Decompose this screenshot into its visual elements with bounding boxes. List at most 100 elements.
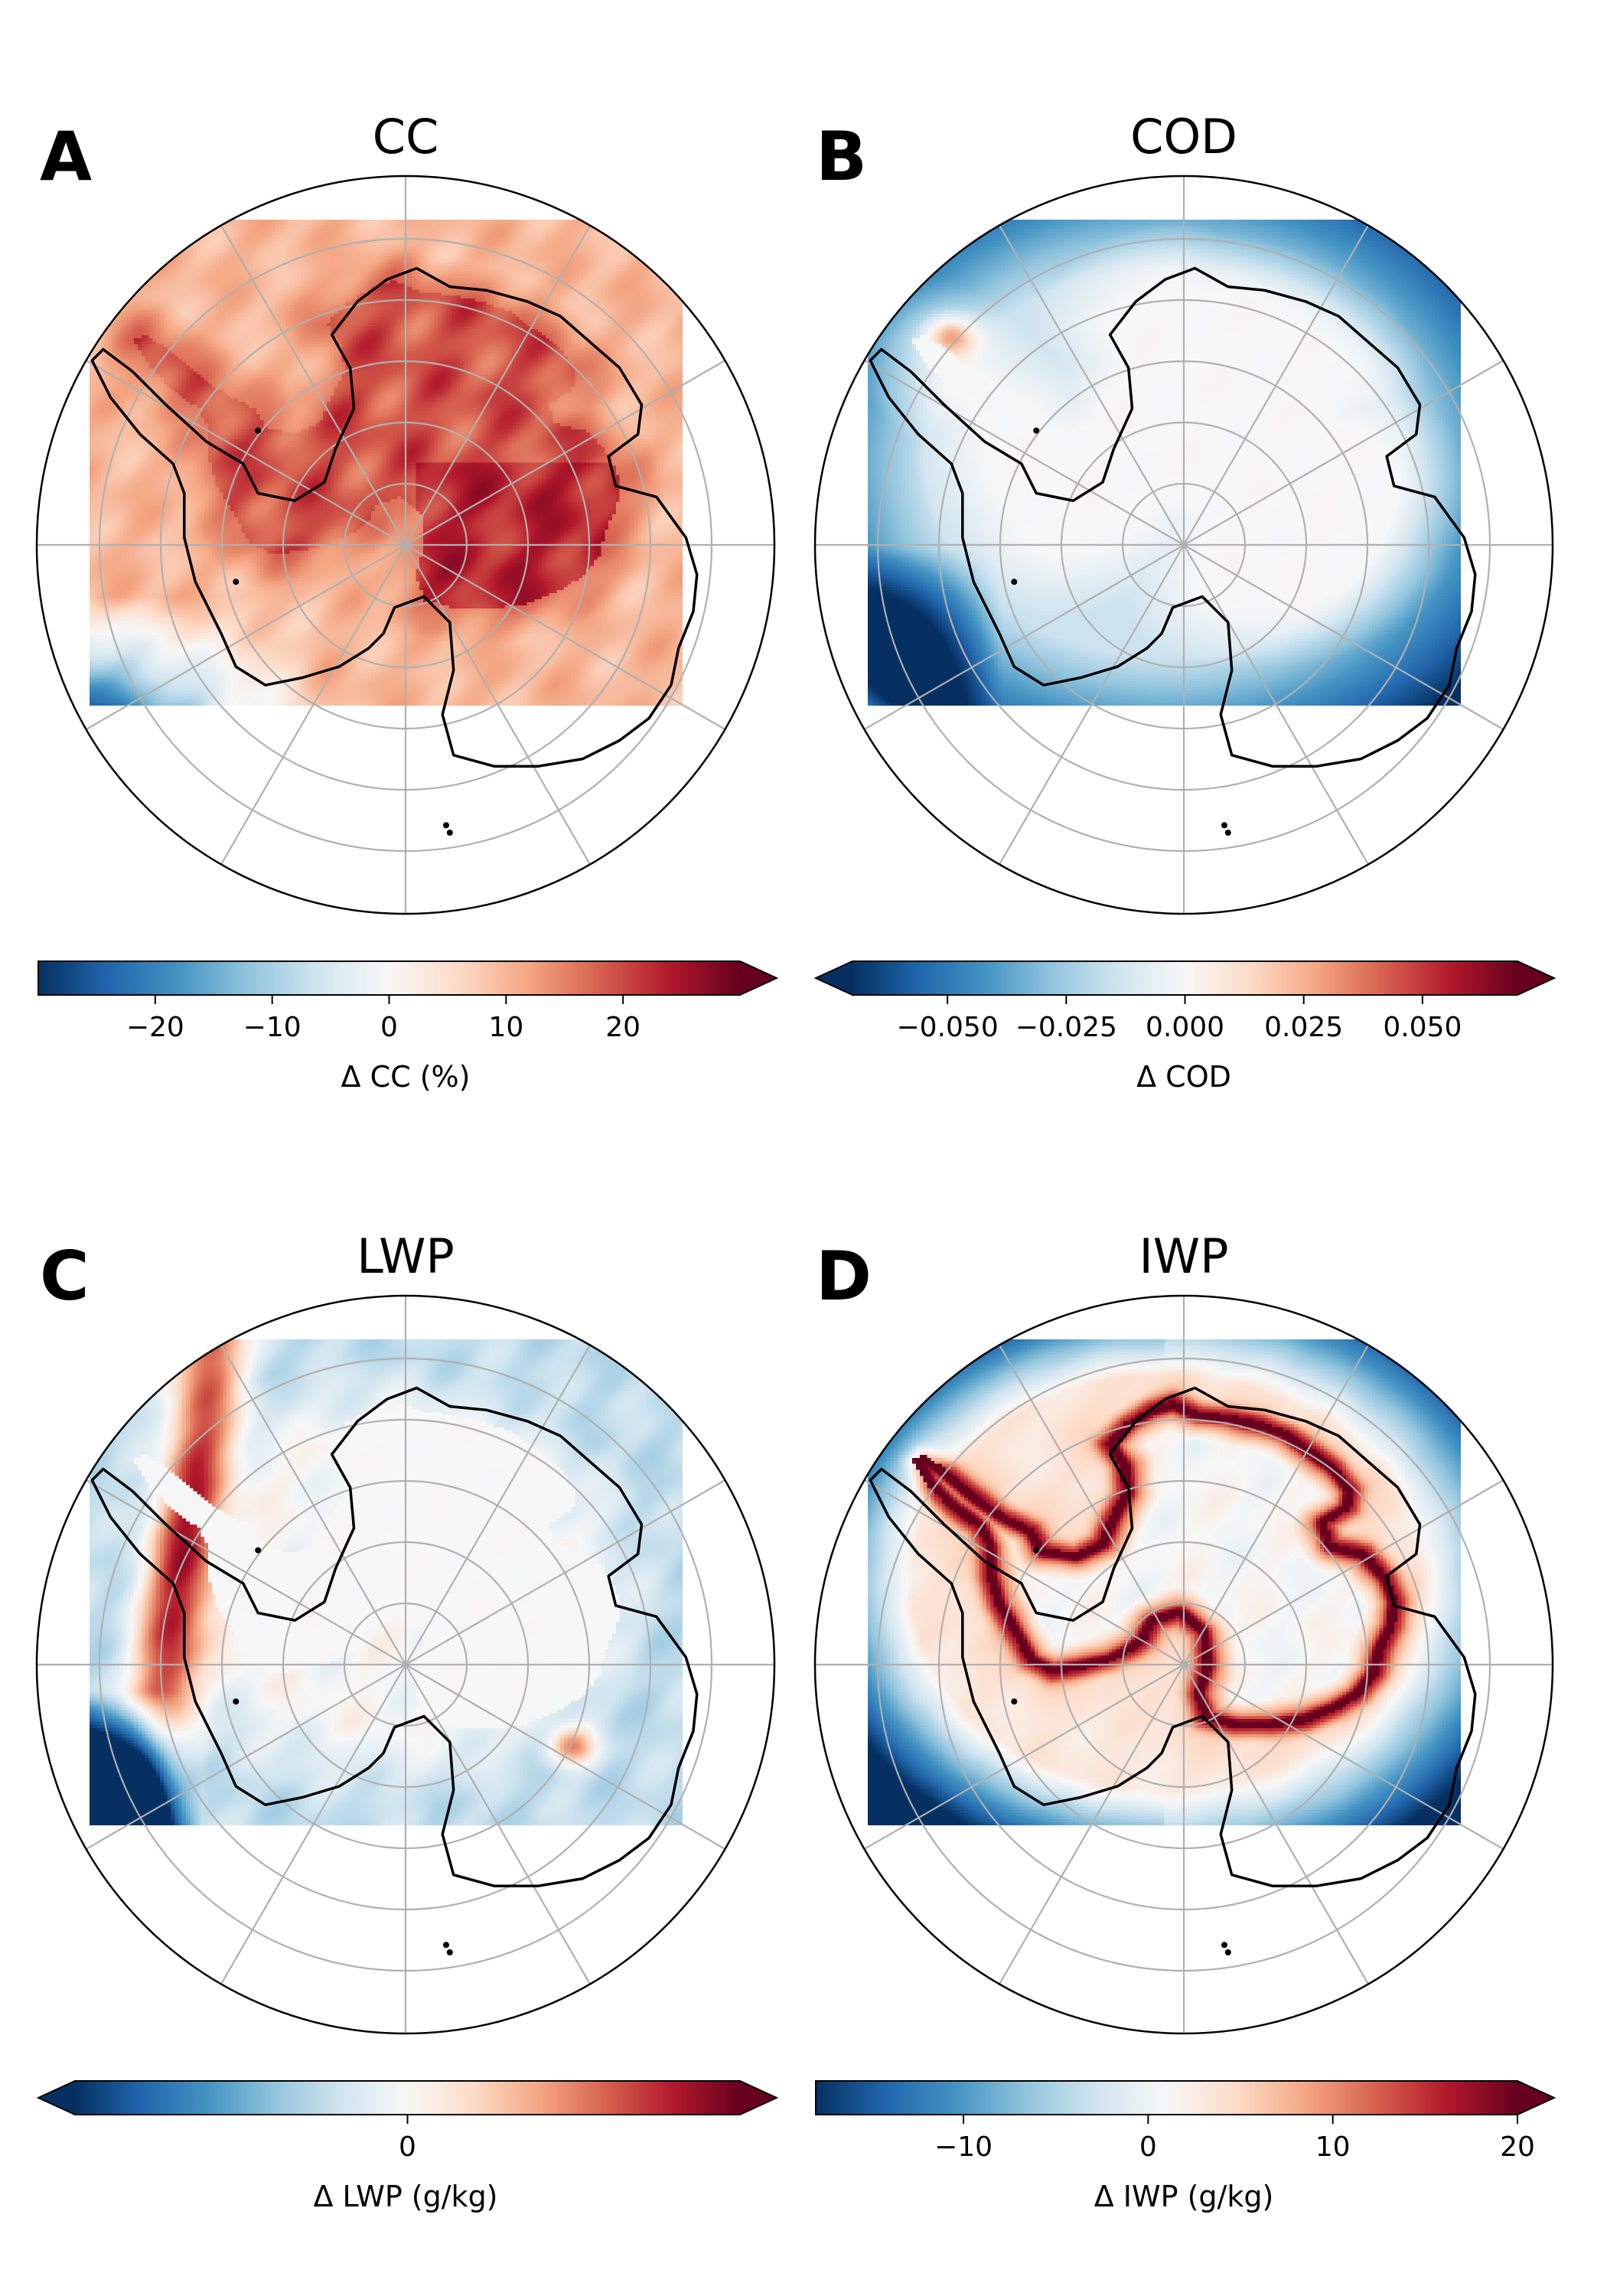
meridian-gridline	[999, 1664, 1185, 1985]
panel-label: A	[40, 117, 92, 196]
island	[1011, 579, 1018, 585]
panel-title: COD	[1130, 109, 1237, 165]
colorbar-gradient	[852, 961, 1517, 995]
colorbar-tick-label: 10	[488, 1012, 523, 1043]
island	[1011, 1698, 1018, 1705]
colorbar-outline	[37, 960, 779, 996]
colorbar-tick-label: 0.050	[1383, 1012, 1462, 1043]
meridian-gridline	[405, 544, 591, 865]
field-raster	[868, 220, 1461, 706]
colorbar-extend-max	[740, 2081, 777, 2115]
colorbar: −10 0 10 20	[815, 2080, 1556, 2163]
colorbar-tick-label: −0.050	[897, 1012, 999, 1043]
panel-label: B	[816, 117, 867, 196]
meridian-gridline	[86, 1479, 406, 1665]
panel-a: A CC −20 −10 0 10 20 Δ CC (%)	[35, 109, 779, 1094]
polar-map	[35, 1294, 776, 2035]
meridian-gridline	[999, 1345, 1185, 1665]
panel-title: IWP	[1139, 1228, 1229, 1284]
colorbar: −20 −10 0 10 20	[37, 960, 779, 1043]
colorbar-tick-label: 0.000	[1146, 1012, 1224, 1043]
colorbar-tick-label: 20	[1500, 2131, 1535, 2163]
coastline	[869, 1386, 1477, 1887]
colorbar-extend-max	[1517, 2081, 1554, 2115]
colorbar-tick-label: −10	[243, 1012, 302, 1043]
island	[255, 427, 262, 434]
meridian-gridline	[1183, 1664, 1504, 1850]
colorbar-label: Δ CC (%)	[341, 1060, 471, 1094]
island	[1221, 822, 1227, 829]
colorbar-extend-min	[816, 961, 852, 995]
colorbar-tick-label: 0	[1139, 2131, 1157, 2163]
island	[233, 1698, 240, 1705]
colorbar-tick-label: 0.025	[1264, 1012, 1343, 1043]
map-boundary	[813, 1294, 1554, 2035]
colorbar: −0.050 −0.025 0.000 0.025 0.050	[813, 960, 1556, 1043]
island	[1221, 1942, 1227, 1949]
meridian-gridline	[864, 1664, 1185, 1850]
colorbar-tick-label: −0.025	[1015, 1012, 1117, 1043]
meridian-gridline	[220, 544, 406, 865]
map-boundary	[35, 174, 776, 915]
panel-title: CC	[373, 109, 439, 165]
colorbar-outline	[36, 2080, 779, 2115]
panel-title: LWP	[357, 1228, 455, 1284]
colorbar-label: Δ COD	[1136, 1060, 1231, 1094]
meridian-gridline	[86, 360, 406, 546]
island	[255, 1547, 262, 1554]
meridian-gridline	[220, 1345, 406, 1665]
meridian-gridline	[405, 1664, 591, 1985]
meridian-gridline	[405, 225, 591, 546]
meridian-gridline	[1183, 1345, 1369, 1665]
colorbar-tick-label: 20	[605, 1012, 641, 1043]
meridian-gridline	[220, 225, 406, 546]
meridian-gridline	[999, 544, 1185, 865]
colorbar-tick-label: 0	[399, 2131, 416, 2163]
meridian-gridline	[220, 1664, 406, 1985]
meridian-gridline	[405, 1479, 725, 1665]
panel-label: D	[816, 1237, 872, 1316]
map-boundary	[813, 174, 1554, 915]
polar-map	[813, 1294, 1554, 2035]
island	[443, 822, 449, 829]
meridian-gridline	[1183, 1479, 1504, 1665]
panel-d: D IWP −10 0 10 20 Δ IWP (g/kg)	[813, 1228, 1556, 2213]
panel-b: B COD −0.050 −0.025 0.000 0.025 0.050 Δ COD	[813, 109, 1556, 1094]
meridian-gridline	[864, 544, 1185, 730]
colorbar-tick-label: −20	[126, 1012, 184, 1043]
island	[446, 1949, 453, 1955]
island	[1224, 830, 1231, 836]
colorbar-outline	[813, 960, 1556, 996]
coastline	[90, 1386, 699, 1887]
meridian-gridline	[864, 1479, 1185, 1665]
colorbar-gradient	[816, 2081, 1517, 2115]
colorbar-extend-max	[1517, 961, 1554, 995]
colorbar-gradient	[75, 2081, 740, 2115]
meridian-gridline	[405, 1664, 725, 1850]
meridian-gridline	[1183, 544, 1504, 730]
meridian-gridline	[999, 225, 1185, 546]
meridian-gridline	[864, 360, 1185, 546]
meridian-gridline	[1183, 1664, 1369, 1985]
island	[443, 1942, 449, 1949]
panel-c: C LWP 0 Δ LWP (g/kg)	[35, 1228, 779, 2213]
colorbar-tick-label: 0	[380, 1012, 398, 1043]
meridian-gridline	[1183, 544, 1369, 865]
polar-map	[35, 174, 776, 915]
polar-map	[813, 174, 1554, 915]
map-boundary	[35, 1294, 776, 2035]
field-raster	[868, 1339, 1461, 1825]
meridian-gridline	[1183, 225, 1369, 546]
colorbar-extend-max	[740, 961, 777, 995]
meridian-gridline	[405, 544, 725, 730]
meridian-gridline	[1183, 360, 1504, 546]
field-raster	[90, 1339, 683, 1825]
coastline	[869, 266, 1477, 768]
colorbar-outline	[815, 2080, 1556, 2115]
field-raster	[90, 220, 683, 706]
colorbar-label: Δ IWP (g/kg)	[1094, 2180, 1274, 2213]
meridian-gridline	[86, 1664, 406, 1850]
coastline	[90, 266, 699, 768]
meridian-gridline	[405, 1345, 591, 1665]
